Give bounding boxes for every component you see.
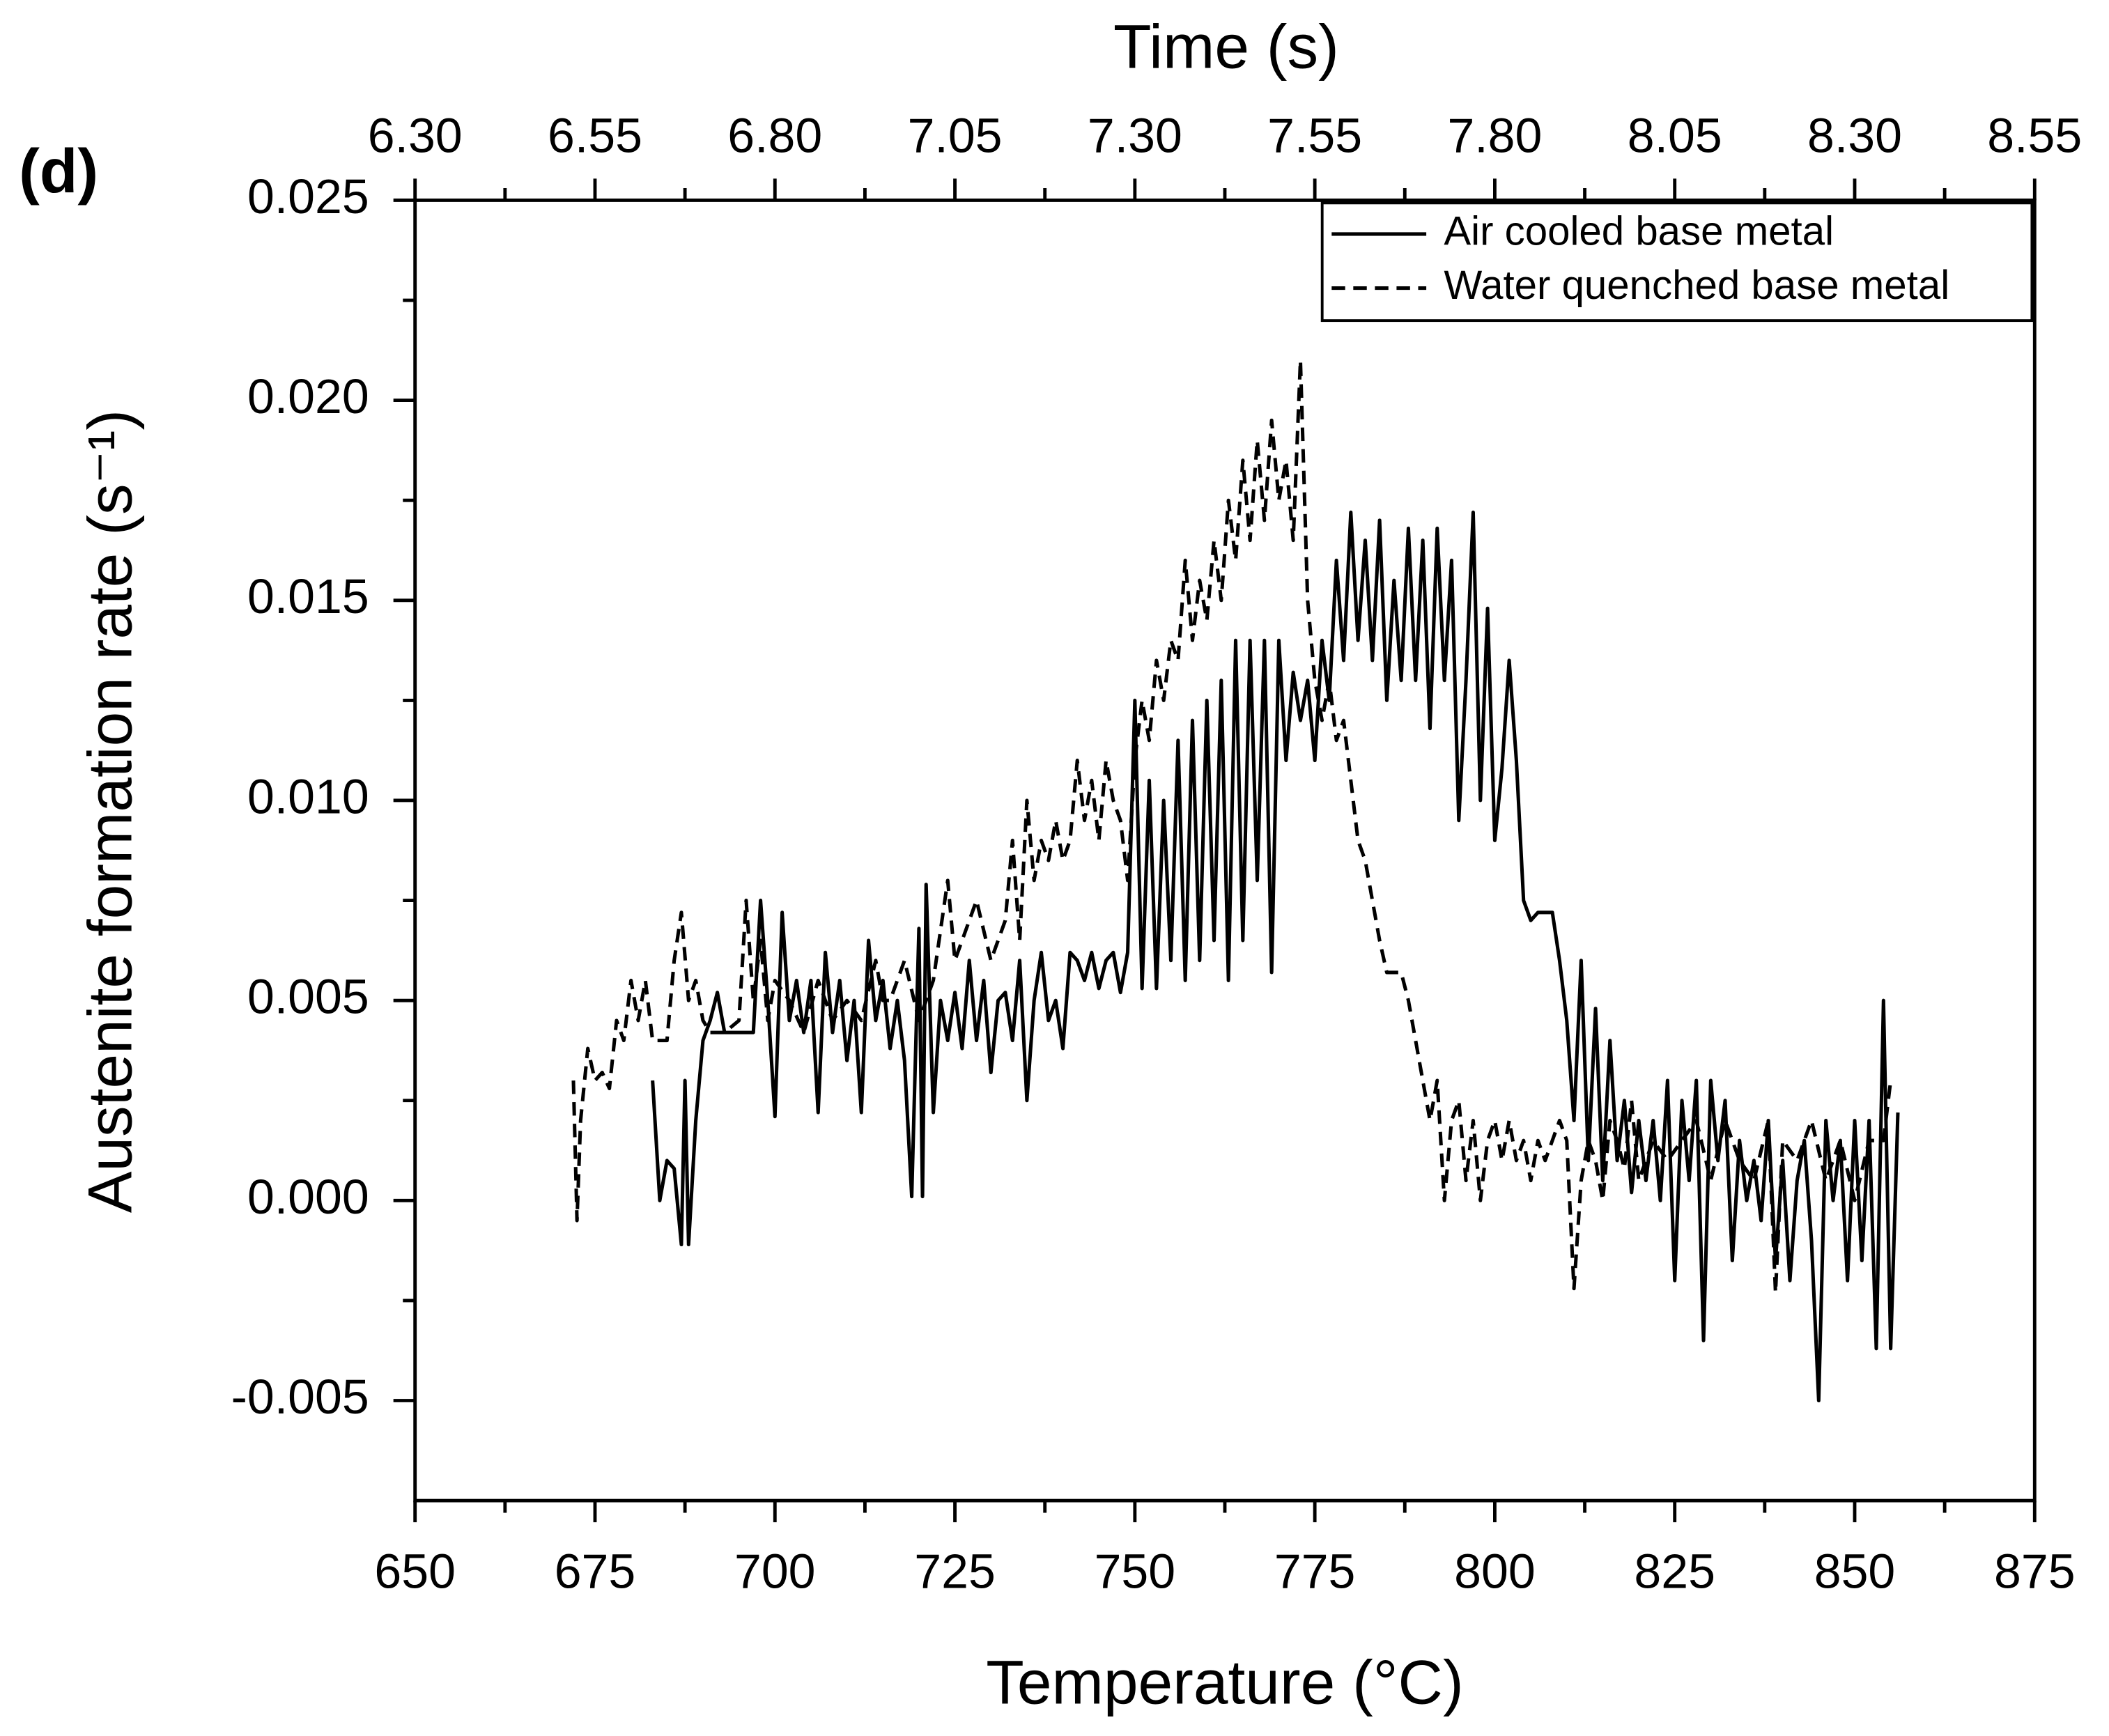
x-tick-label: 725 bbox=[914, 1544, 996, 1598]
x2-tick-label: 6.80 bbox=[727, 109, 822, 163]
y-axis-title: Austenite formation rate (s⁻¹) bbox=[75, 410, 145, 1213]
data-line bbox=[651, 510, 1900, 1403]
x-tick-label: 650 bbox=[374, 1544, 456, 1598]
x2-tick-label: 6.55 bbox=[548, 109, 642, 163]
x-tick-label: 825 bbox=[1634, 1544, 1715, 1598]
x2-tick-label: 7.55 bbox=[1267, 109, 1362, 163]
x2-tick-label: 7.80 bbox=[1447, 109, 1542, 163]
x-axis-title: Temperature (°C) bbox=[986, 1647, 1463, 1716]
x-tick-label: 850 bbox=[1814, 1544, 1896, 1598]
x2-tick-label: 8.55 bbox=[1987, 109, 2082, 163]
x-tick-label: 700 bbox=[734, 1544, 816, 1598]
y-tick-label: -0.005 bbox=[231, 1370, 369, 1424]
x-tick-label: 750 bbox=[1095, 1544, 1176, 1598]
y-tick-label: 0.010 bbox=[247, 769, 369, 823]
x-tick-label: 675 bbox=[555, 1544, 636, 1598]
legend-label: Water quenched base metal bbox=[1444, 263, 1949, 308]
x2-tick-label: 6.30 bbox=[368, 109, 463, 163]
x2-tick-label: 8.30 bbox=[1807, 109, 1902, 163]
y-tick-label: 0.005 bbox=[247, 970, 369, 1024]
x-tick-label: 800 bbox=[1454, 1544, 1536, 1598]
x2-tick-label: 7.05 bbox=[908, 109, 1003, 163]
x-tick-label: 875 bbox=[1994, 1544, 2076, 1598]
x2-axis-title: Time (s) bbox=[1113, 12, 1339, 82]
panel-label: (d) bbox=[19, 136, 98, 206]
x-tick-label: 775 bbox=[1274, 1544, 1356, 1598]
y-tick-label: 0.020 bbox=[247, 369, 369, 424]
x2-tick-label: 7.30 bbox=[1088, 109, 1182, 163]
legend-box bbox=[1320, 201, 2034, 323]
y-tick-label: 0.000 bbox=[247, 1170, 369, 1224]
x2-tick-label: 8.05 bbox=[1628, 109, 1722, 163]
legend-label: Air cooled base metal bbox=[1444, 208, 1834, 254]
data-line bbox=[571, 358, 1893, 1294]
y-tick-label: 0.015 bbox=[247, 569, 369, 623]
y-tick-label: 0.025 bbox=[247, 169, 369, 224]
